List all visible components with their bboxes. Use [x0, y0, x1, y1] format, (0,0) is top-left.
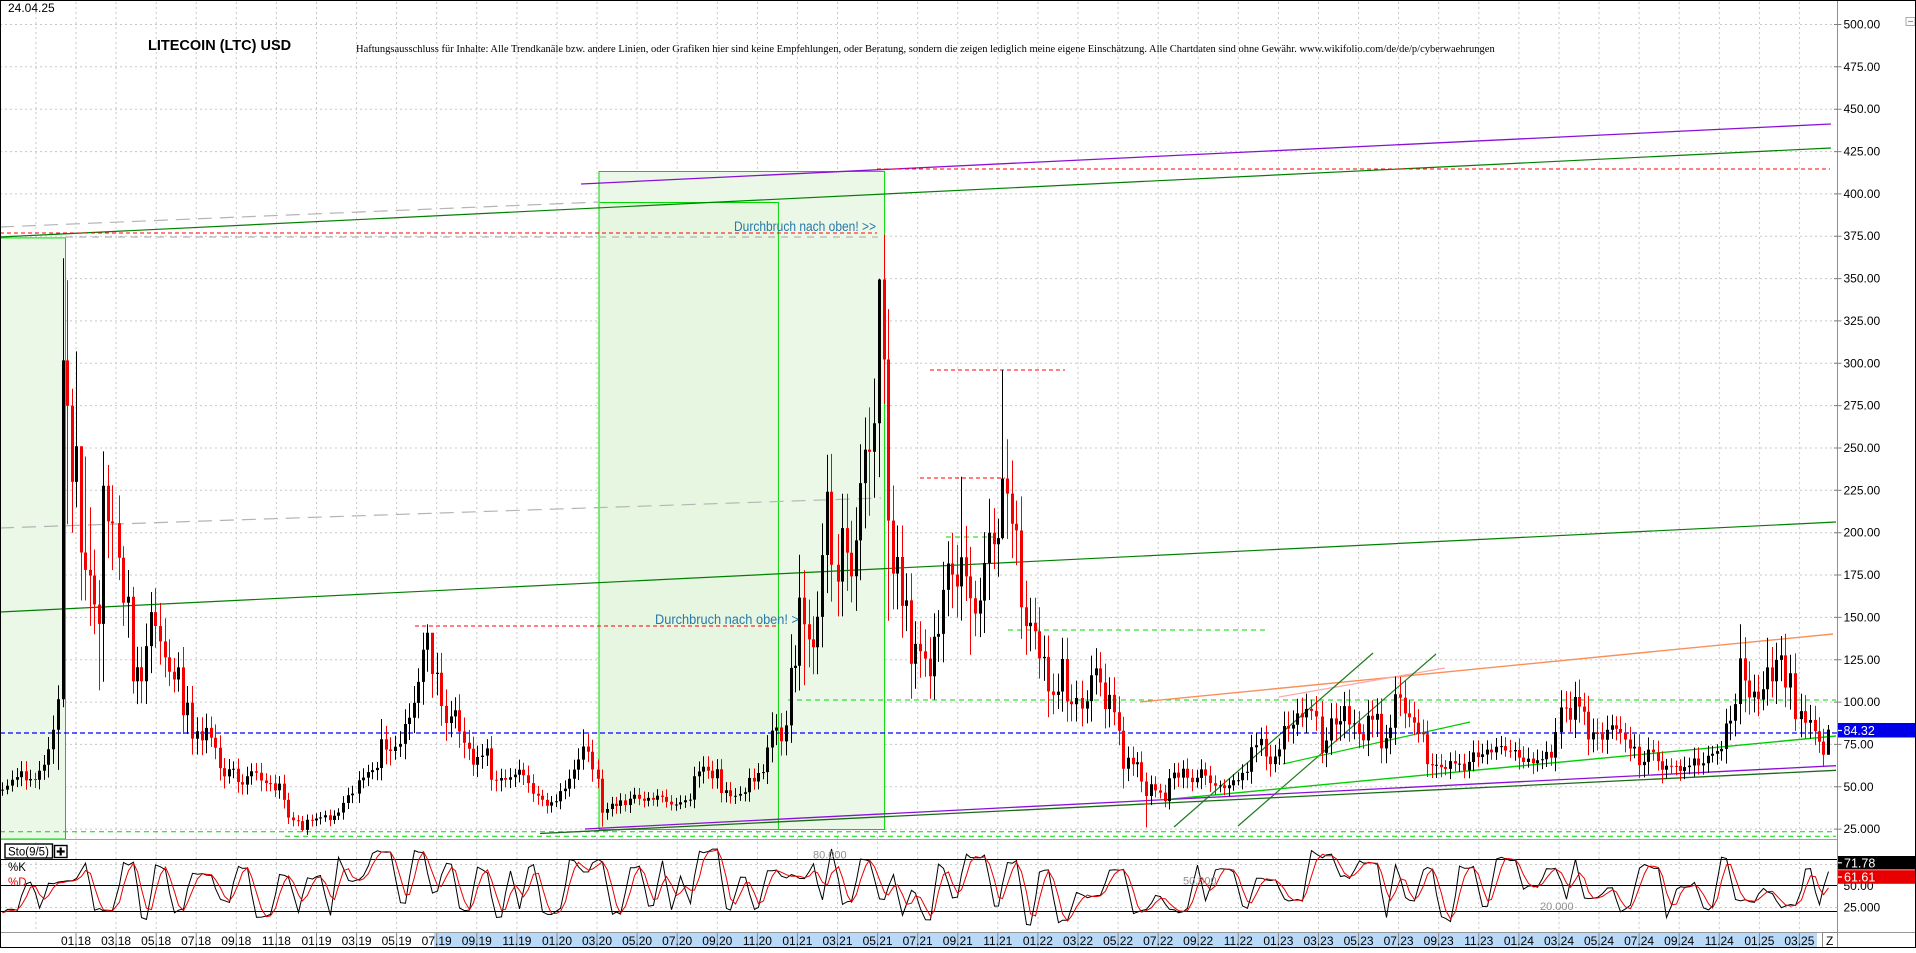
svg-text:300.00: 300.00: [1844, 356, 1881, 370]
svg-text:375.00: 375.00: [1844, 229, 1881, 243]
svg-text:01.18: 01.18: [61, 934, 91, 948]
svg-text:01.25: 01.25: [1744, 934, 1774, 948]
svg-text:50.000: 50.000: [1183, 876, 1217, 888]
svg-text:11.24: 11.24: [1705, 934, 1734, 948]
svg-text:400.00: 400.00: [1844, 187, 1881, 201]
svg-text:Z: Z: [1826, 934, 1833, 948]
svg-text:475.00: 475.00: [1844, 60, 1881, 74]
svg-text:125.00: 125.00: [1844, 653, 1881, 667]
svg-text:71.78: 71.78: [1844, 857, 1875, 871]
svg-text:450.00: 450.00: [1844, 102, 1881, 116]
svg-text:Haftungsausschluss für Inhalte: Haftungsausschluss für Inhalte: Alle Tre…: [356, 44, 1495, 55]
svg-text:11.22: 11.22: [1224, 934, 1253, 948]
svg-text:07.21: 07.21: [903, 934, 933, 948]
svg-text:07.22: 07.22: [1143, 934, 1173, 948]
svg-text:425.00: 425.00: [1844, 145, 1881, 159]
svg-text:84.32: 84.32: [1844, 724, 1875, 738]
svg-text:175.00: 175.00: [1844, 568, 1881, 582]
svg-text:05.19: 05.19: [382, 934, 412, 948]
svg-text:Sto(9/5): Sto(9/5): [8, 847, 49, 859]
svg-text:03.18: 03.18: [101, 934, 131, 948]
svg-text:09.18: 09.18: [221, 934, 251, 948]
svg-text:01.20: 01.20: [542, 934, 572, 948]
svg-text:50.00: 50.00: [1844, 780, 1874, 794]
svg-text:225.00: 225.00: [1844, 483, 1881, 497]
svg-text:03.24: 03.24: [1544, 934, 1574, 948]
svg-text:03.25: 03.25: [1784, 934, 1814, 948]
svg-text:03.21: 03.21: [822, 934, 852, 948]
svg-text:61.61: 61.61: [1844, 871, 1875, 885]
svg-text:09.19: 09.19: [462, 934, 492, 948]
svg-text:100.00: 100.00: [1844, 695, 1881, 709]
svg-text:%D: %D: [8, 877, 27, 889]
svg-text:09.20: 09.20: [702, 934, 732, 948]
svg-text:11.23: 11.23: [1464, 934, 1493, 948]
svg-text:03.19: 03.19: [342, 934, 372, 948]
svg-text:25.000: 25.000: [1844, 822, 1881, 836]
svg-text:05.23: 05.23: [1344, 934, 1374, 948]
svg-text:07.23: 07.23: [1384, 934, 1414, 948]
svg-text:05.24: 05.24: [1584, 934, 1614, 948]
svg-text:05.20: 05.20: [622, 934, 652, 948]
svg-text:09.22: 09.22: [1183, 934, 1213, 948]
svg-text:250.00: 250.00: [1844, 441, 1881, 455]
svg-text:05.18: 05.18: [141, 934, 171, 948]
svg-text:25.000: 25.000: [1844, 900, 1881, 914]
svg-text:03.22: 03.22: [1063, 934, 1093, 948]
svg-text:200.00: 200.00: [1844, 526, 1881, 540]
svg-text:01.23: 01.23: [1263, 934, 1293, 948]
svg-text:150.00: 150.00: [1844, 610, 1881, 624]
svg-text:75.00: 75.00: [1844, 737, 1874, 751]
svg-text:01.22: 01.22: [1023, 934, 1053, 948]
svg-text:09.21: 09.21: [943, 934, 973, 948]
svg-text:09.23: 09.23: [1424, 934, 1454, 948]
svg-text:11.21: 11.21: [983, 934, 1012, 948]
svg-text:07.19: 07.19: [422, 934, 452, 948]
svg-text:Durchbruch nach oben! >: Durchbruch nach oben! >: [655, 612, 799, 627]
svg-text:11.19: 11.19: [502, 934, 531, 948]
svg-text:01.19: 01.19: [301, 934, 331, 948]
svg-text:24.04.25: 24.04.25: [8, 1, 55, 15]
svg-text:275.00: 275.00: [1844, 399, 1881, 413]
svg-text:03.23: 03.23: [1303, 934, 1333, 948]
svg-text:LITECOIN (LTC) USD: LITECOIN (LTC) USD: [148, 38, 291, 54]
svg-text:325.00: 325.00: [1844, 314, 1881, 328]
svg-text:07.24: 07.24: [1624, 934, 1654, 948]
svg-text:%K: %K: [8, 862, 26, 874]
svg-text:20.000: 20.000: [1540, 901, 1574, 913]
svg-text:09.24: 09.24: [1664, 934, 1694, 948]
svg-text:80.000: 80.000: [813, 850, 847, 862]
svg-text:350.00: 350.00: [1844, 272, 1881, 286]
svg-text:07.18: 07.18: [181, 934, 211, 948]
svg-text:07.20: 07.20: [662, 934, 692, 948]
svg-text:05.22: 05.22: [1103, 934, 1133, 948]
svg-text:03.20: 03.20: [582, 934, 612, 948]
svg-text:01.24: 01.24: [1504, 934, 1534, 948]
svg-text:Durchbruch nach oben! >>: Durchbruch nach oben! >>: [734, 219, 876, 234]
svg-text:05.21: 05.21: [863, 934, 893, 948]
svg-text:11.20: 11.20: [743, 934, 772, 948]
svg-text:11.18: 11.18: [262, 934, 291, 948]
svg-text:01.21: 01.21: [782, 934, 812, 948]
svg-text:500.00: 500.00: [1844, 18, 1881, 32]
